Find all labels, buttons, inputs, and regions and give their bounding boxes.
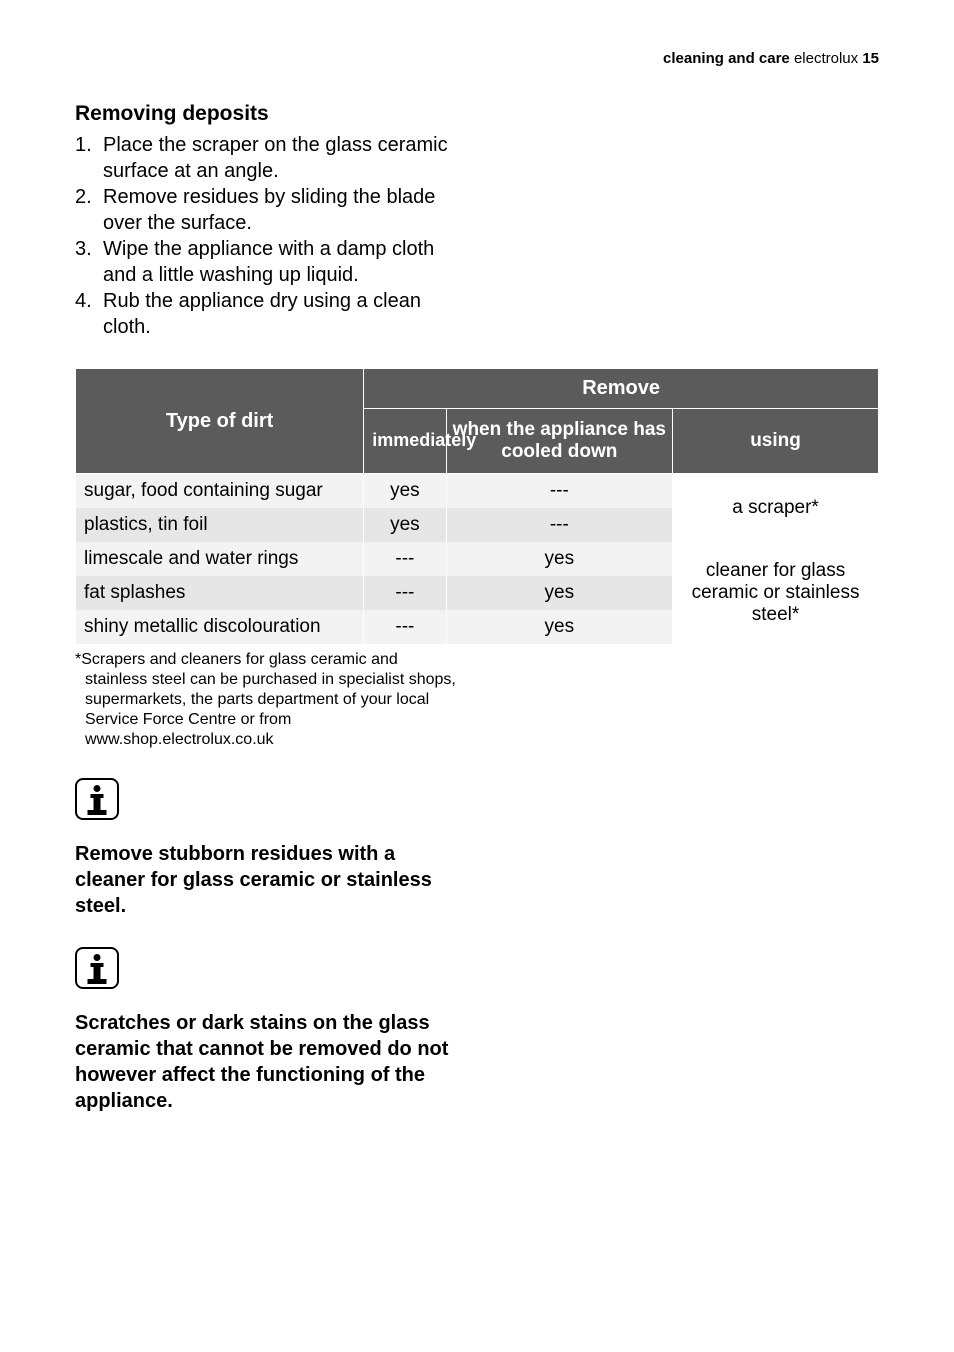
cell-type: sugar, food containing sugar bbox=[76, 474, 364, 509]
th-type: Type of dirt bbox=[76, 369, 364, 474]
cell-imm: yes bbox=[364, 508, 446, 542]
cell-type: fat splashes bbox=[76, 576, 364, 610]
table-row: limescale and water rings --- yes cleane… bbox=[76, 542, 879, 576]
page-content: cleaning and care electrolux 15 Removing… bbox=[0, 0, 954, 1164]
cell-type: plastics, tin foil bbox=[76, 508, 364, 542]
cell-when: yes bbox=[446, 542, 672, 576]
cell-type: shiny metallic discolouration bbox=[76, 610, 364, 644]
list-item: 1.Place the scraper on the glass ceramic… bbox=[75, 132, 455, 184]
header-section: cleaning and care bbox=[663, 50, 790, 67]
cell-when: --- bbox=[446, 508, 672, 542]
cell-when: --- bbox=[446, 474, 672, 509]
table-row: sugar, food containing sugar yes --- a s… bbox=[76, 474, 879, 509]
th-remove: Remove bbox=[364, 369, 879, 409]
step-text: Wipe the appliance with a damp cloth and… bbox=[103, 236, 455, 288]
dirt-removal-table: Type of dirt Remove immediately when the… bbox=[75, 368, 879, 644]
th-immediately: immediately bbox=[364, 409, 446, 474]
step-number: 2. bbox=[75, 184, 103, 210]
step-text: Rub the appliance dry using a clean clot… bbox=[103, 288, 455, 340]
info-icon bbox=[75, 947, 119, 989]
list-item: 2.Remove residues by sliding the blade o… bbox=[75, 184, 455, 236]
th-when: when the appliance has cooled down bbox=[446, 409, 672, 474]
running-header: cleaning and care electrolux 15 bbox=[75, 50, 879, 67]
list-item: 4.Rub the appliance dry using a clean cl… bbox=[75, 288, 455, 340]
note-scratches: Scratches or dark stains on the glass ce… bbox=[75, 1010, 455, 1114]
th-using: using bbox=[673, 409, 879, 474]
note-stubborn-residues: Remove stubborn residues with a cleaner … bbox=[75, 841, 455, 919]
cell-when: yes bbox=[446, 576, 672, 610]
step-number: 1. bbox=[75, 132, 103, 158]
table-footnote: *Scrapers and cleaners for glass ceramic… bbox=[75, 650, 460, 750]
section-title: Removing deposits bbox=[75, 102, 879, 126]
step-text: Place the scraper on the glass ceramic s… bbox=[103, 132, 455, 184]
step-text: Remove residues by sliding the blade ove… bbox=[103, 184, 455, 236]
step-number: 3. bbox=[75, 236, 103, 262]
cell-using-cleaner: cleaner for glass ceramic or stainless s… bbox=[673, 542, 879, 644]
cell-when: yes bbox=[446, 610, 672, 644]
cell-imm: --- bbox=[364, 542, 446, 576]
cell-imm: yes bbox=[364, 474, 446, 509]
header-page: 15 bbox=[862, 50, 879, 67]
cell-using-scraper: a scraper* bbox=[673, 474, 879, 543]
cell-type: limescale and water rings bbox=[76, 542, 364, 576]
cell-imm: --- bbox=[364, 610, 446, 644]
cell-imm: --- bbox=[364, 576, 446, 610]
header-brand: electrolux bbox=[794, 50, 858, 67]
step-number: 4. bbox=[75, 288, 103, 314]
steps-list: 1.Place the scraper on the glass ceramic… bbox=[75, 132, 879, 340]
info-icon bbox=[75, 778, 119, 820]
list-item: 3.Wipe the appliance with a damp cloth a… bbox=[75, 236, 455, 288]
